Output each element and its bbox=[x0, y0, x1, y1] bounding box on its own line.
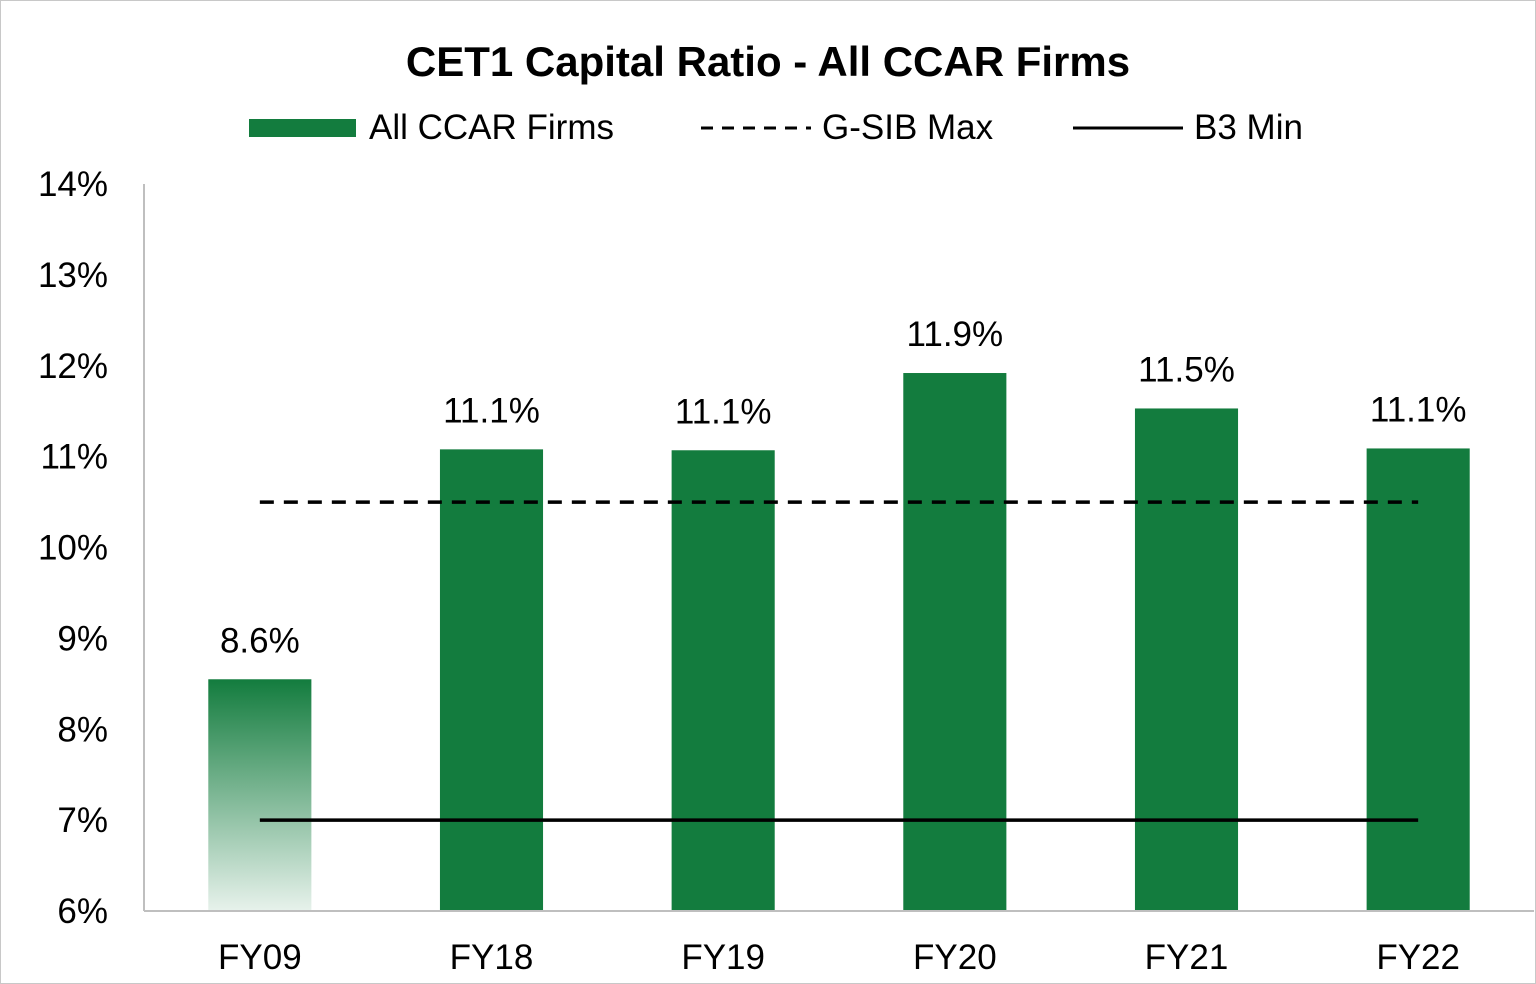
legend-label-gsib-max: G-SIB Max bbox=[822, 108, 994, 147]
y-tick-label: 7% bbox=[57, 801, 108, 840]
data-label: 11.1% bbox=[443, 391, 540, 430]
reference-lines bbox=[259, 500, 1419, 822]
x-tick-label: FY18 bbox=[450, 938, 534, 977]
legend-label-all-ccar-firms: All CCAR Firms bbox=[369, 108, 614, 147]
data-label: 11.1% bbox=[675, 392, 772, 431]
y-tick-label: 12% bbox=[38, 347, 108, 386]
y-tick-label: 14% bbox=[38, 165, 108, 204]
y-tick-label: 11% bbox=[41, 438, 108, 477]
y-tick-label: 6% bbox=[57, 892, 108, 931]
x-tick-label: FY21 bbox=[1145, 938, 1229, 977]
chart-title: CET1 Capital Ratio - All CCAR Firms bbox=[406, 38, 1130, 85]
bar-fy19 bbox=[671, 450, 775, 911]
bar-fy18 bbox=[439, 449, 544, 911]
legend-swatch-all-ccar-firms bbox=[249, 119, 356, 137]
data-label: 11.5% bbox=[1138, 350, 1235, 389]
bar-fy20 bbox=[903, 373, 1007, 911]
y-tick-label: 10% bbox=[38, 529, 108, 568]
bar-fy21 bbox=[1134, 408, 1239, 911]
bars bbox=[208, 373, 1470, 911]
x-tick-label: FY19 bbox=[681, 938, 765, 977]
data-label: 11.1% bbox=[1370, 390, 1467, 429]
legend-label-b3-min: B3 Min bbox=[1194, 108, 1303, 147]
y-axis: 6% 7% 8% 9% 10% 11% 12% 13% 14% bbox=[38, 165, 145, 931]
y-tick-label: 8% bbox=[57, 710, 108, 749]
x-tick-label: FY22 bbox=[1376, 938, 1460, 977]
x-axis: FY09 FY18 FY19 FY20 FY21 FY22 bbox=[144, 910, 1534, 977]
data-label: 8.6% bbox=[220, 621, 300, 660]
bar-fy09 bbox=[208, 679, 312, 911]
data-label: 11.9% bbox=[907, 315, 1004, 354]
y-tick-label: 13% bbox=[38, 256, 108, 295]
x-tick-label: FY20 bbox=[913, 938, 997, 977]
x-tick-label: FY09 bbox=[218, 938, 302, 977]
data-labels: 8.6% 11.1% 11.1% 11.9% 11.5% 11.1% bbox=[220, 315, 1467, 660]
bar-fy22 bbox=[1366, 448, 1470, 911]
y-tick-label: 9% bbox=[57, 619, 108, 658]
legend: All CCAR Firms G-SIB Max B3 Min bbox=[249, 108, 1303, 147]
